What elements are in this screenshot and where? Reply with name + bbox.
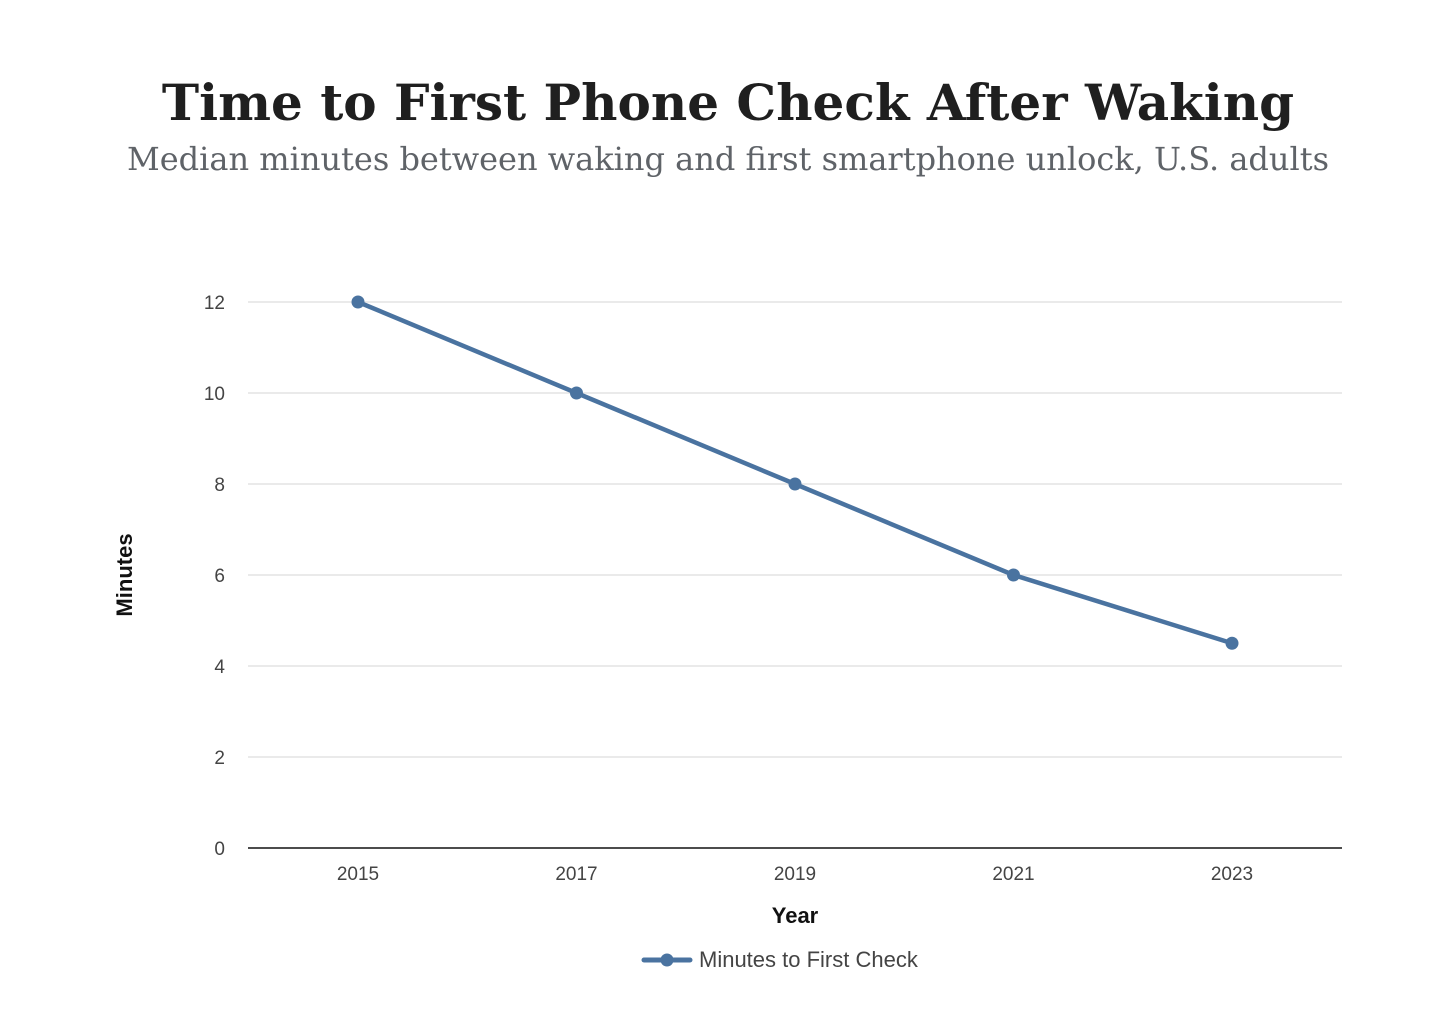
series-line: [355, 299, 1235, 646]
y-tick-label: 4: [214, 657, 225, 678]
y-axis-ticks: 0 2 4 6 8 10 12: [204, 293, 226, 860]
y-tick-label: 6: [214, 566, 225, 587]
x-axis-ticks: 2015 2017 2019 2021 2023: [337, 864, 1253, 885]
y-tick-label: 12: [204, 293, 225, 314]
legend-dot-marker: [660, 953, 674, 967]
y-tick-label: 8: [214, 475, 225, 496]
data-point: [351, 295, 365, 309]
data-point: [1007, 568, 1020, 582]
series-group: [351, 295, 1239, 650]
legend: Minutes to First Check: [641, 947, 919, 972]
legend-label: Minutes to First Check: [699, 947, 919, 972]
data-point: [788, 477, 802, 491]
x-tick-label: 2023: [1211, 864, 1253, 885]
y-tick-label: 10: [204, 384, 225, 405]
data-point: [1225, 636, 1239, 650]
x-tick-label: 2017: [555, 864, 597, 885]
data-point: [570, 386, 583, 400]
chart-subtitle: Median minutes between waking and first …: [127, 140, 1329, 178]
x-tick-label: 2021: [992, 864, 1034, 885]
x-tick-label: 2015: [337, 864, 379, 885]
y-axis-title: Minutes: [112, 533, 137, 616]
x-tick-label: 2019: [774, 864, 816, 885]
gridlines: [248, 301, 1342, 758]
y-tick-label: 0: [214, 839, 225, 860]
y-tick-label: 2: [214, 748, 225, 769]
chart-title: Time to First Phone Check After Waking: [162, 73, 1294, 132]
x-axis-title: Year: [772, 903, 819, 928]
